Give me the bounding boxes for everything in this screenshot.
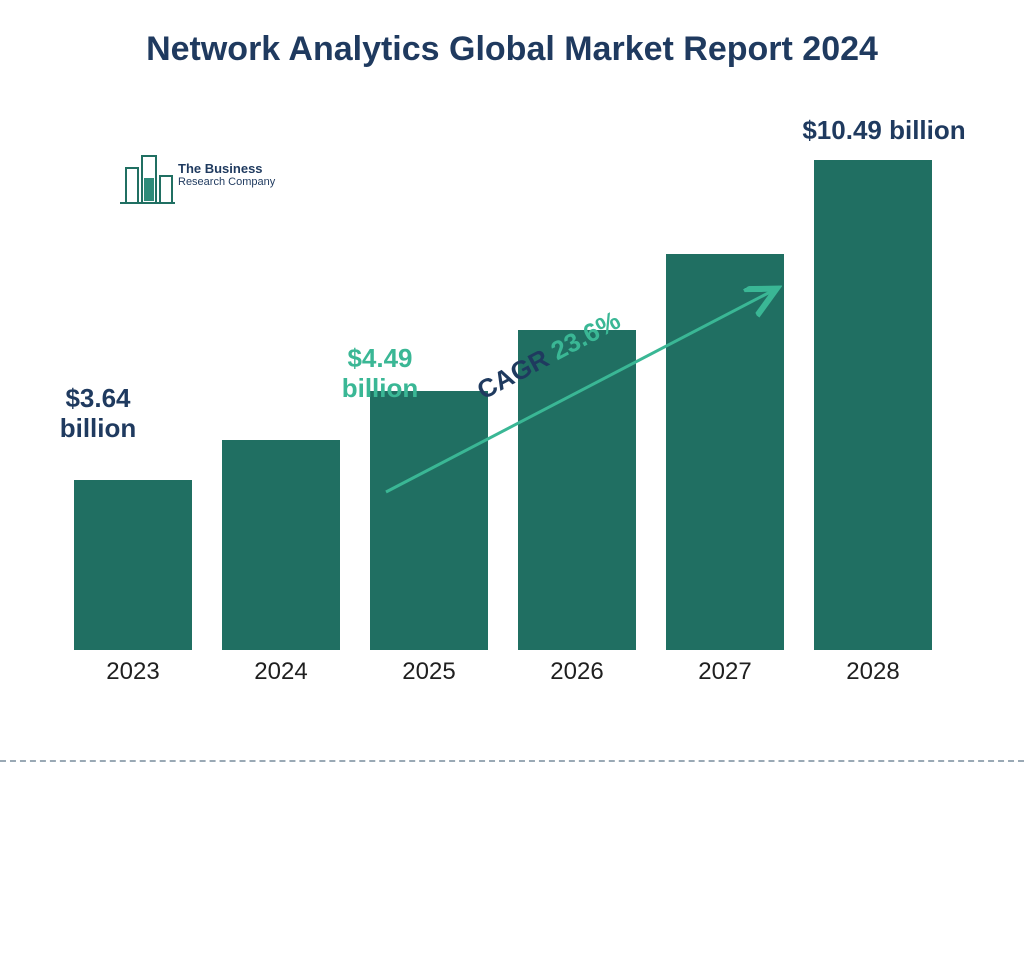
bar-chart: $3.64billion$4.49billion$10.49 billion C… bbox=[74, 130, 944, 690]
bottom-divider bbox=[0, 760, 1024, 762]
bar bbox=[74, 480, 192, 650]
bar bbox=[666, 254, 784, 650]
bar bbox=[370, 391, 488, 650]
bar bbox=[814, 160, 932, 650]
chart-title: Network Analytics Global Market Report 2… bbox=[0, 28, 1024, 71]
value-label: $3.64billion bbox=[0, 384, 198, 444]
bar bbox=[222, 440, 340, 650]
x-tick-label: 2023 bbox=[74, 658, 192, 686]
value-label: $4.49billion bbox=[280, 344, 480, 404]
x-tick-label: 2025 bbox=[370, 658, 488, 686]
x-tick-label: 2028 bbox=[814, 658, 932, 686]
x-tick-label: 2026 bbox=[518, 658, 636, 686]
x-tick-label: 2024 bbox=[222, 658, 340, 686]
x-tick-label: 2027 bbox=[666, 658, 784, 686]
value-label: $10.49 billion bbox=[784, 116, 984, 146]
